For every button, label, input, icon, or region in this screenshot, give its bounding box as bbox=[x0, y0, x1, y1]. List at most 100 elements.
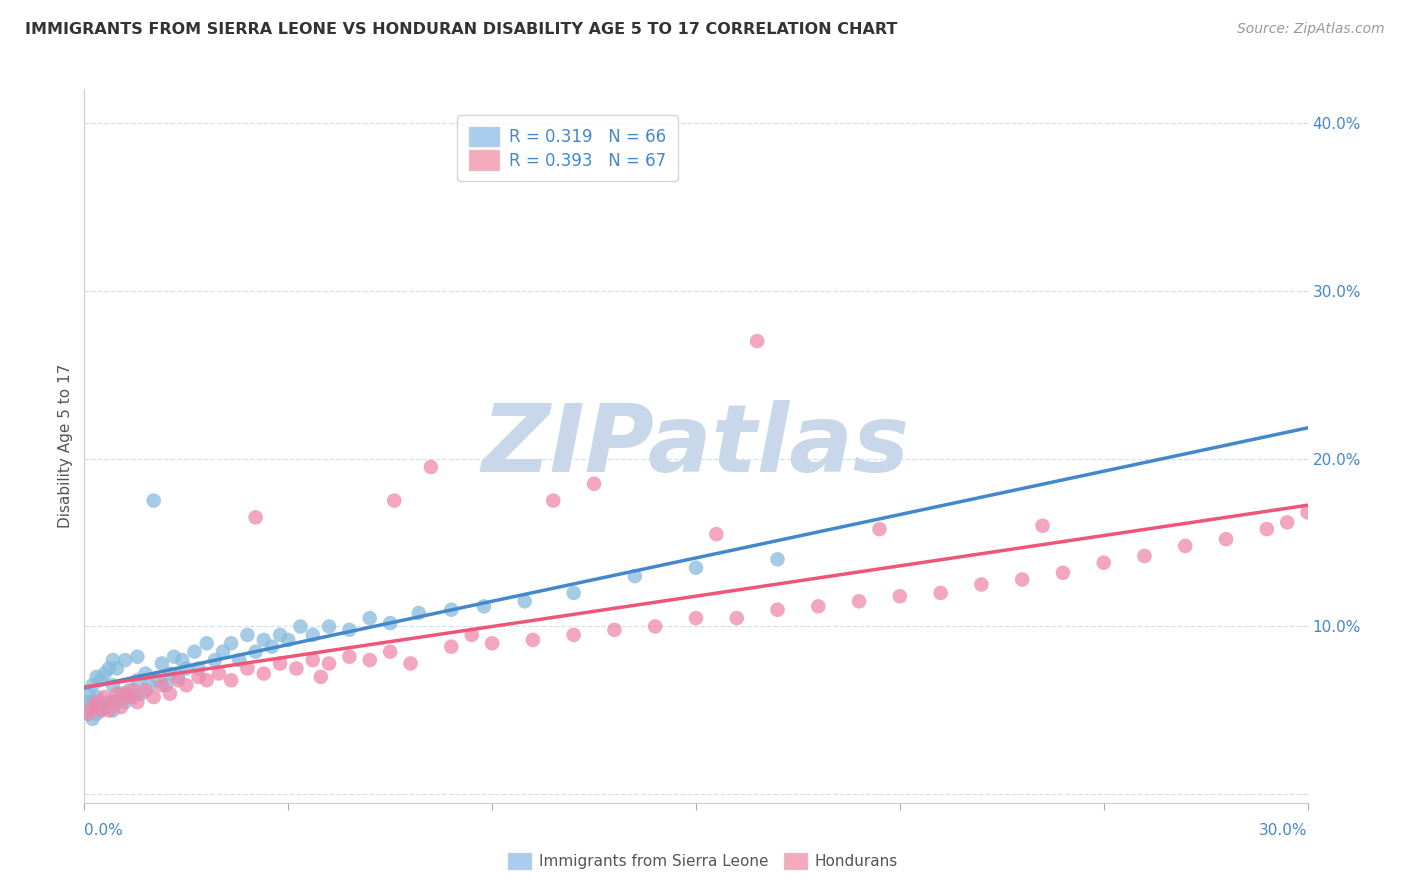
Point bbox=[82, 695, 104, 709]
Point bbox=[929, 586, 952, 600]
Point bbox=[219, 673, 242, 688]
Point bbox=[747, 334, 769, 348]
Point bbox=[1011, 573, 1033, 587]
Point bbox=[685, 611, 707, 625]
Point bbox=[187, 661, 209, 675]
Point bbox=[245, 645, 267, 659]
Point bbox=[1296, 505, 1319, 519]
Point bbox=[970, 577, 993, 591]
Point bbox=[110, 687, 132, 701]
Point bbox=[163, 649, 186, 664]
Point bbox=[101, 653, 124, 667]
Text: 30.0%: 30.0% bbox=[1260, 822, 1308, 838]
Point bbox=[97, 695, 120, 709]
Point bbox=[135, 683, 157, 698]
Point bbox=[114, 653, 136, 667]
Point bbox=[253, 632, 276, 647]
Point bbox=[127, 649, 149, 664]
Point bbox=[155, 678, 177, 692]
Point bbox=[359, 611, 381, 625]
Point bbox=[212, 645, 235, 659]
Point bbox=[889, 589, 911, 603]
Point bbox=[269, 657, 291, 671]
Point bbox=[127, 695, 149, 709]
Point bbox=[174, 661, 197, 675]
Point bbox=[105, 661, 128, 675]
Text: ZIPatlas: ZIPatlas bbox=[482, 400, 910, 492]
Point bbox=[110, 700, 132, 714]
Point bbox=[522, 632, 544, 647]
Point bbox=[236, 661, 259, 675]
Y-axis label: Disability Age 5 to 17: Disability Age 5 to 17 bbox=[58, 364, 73, 528]
Point bbox=[159, 666, 181, 681]
Point bbox=[260, 640, 283, 654]
Point bbox=[461, 628, 484, 642]
Point bbox=[142, 493, 165, 508]
Point bbox=[167, 673, 190, 688]
Point bbox=[318, 619, 340, 633]
Point bbox=[93, 700, 115, 714]
Point bbox=[118, 683, 141, 698]
Text: IMMIGRANTS FROM SIERRA LEONE VS HONDURAN DISABILITY AGE 5 TO 17 CORRELATION CHAR: IMMIGRANTS FROM SIERRA LEONE VS HONDURAN… bbox=[25, 22, 897, 37]
Point bbox=[122, 683, 145, 698]
Point bbox=[301, 653, 323, 667]
Point bbox=[1092, 556, 1115, 570]
Point bbox=[195, 673, 218, 688]
Point bbox=[562, 628, 585, 642]
Point bbox=[253, 666, 276, 681]
Point bbox=[290, 619, 312, 633]
Point bbox=[174, 678, 197, 692]
Point bbox=[685, 560, 707, 574]
Point bbox=[86, 706, 108, 721]
Point bbox=[86, 690, 108, 704]
Point bbox=[420, 460, 443, 475]
Point bbox=[848, 594, 870, 608]
Legend: Immigrants from Sierra Leone, Hondurans: Immigrants from Sierra Leone, Hondurans bbox=[502, 847, 904, 875]
Point bbox=[1277, 516, 1299, 530]
Point bbox=[105, 695, 128, 709]
Point bbox=[408, 606, 430, 620]
Point bbox=[122, 690, 145, 704]
Point bbox=[440, 640, 463, 654]
Point bbox=[1032, 518, 1054, 533]
Point bbox=[380, 616, 402, 631]
Point bbox=[807, 599, 830, 614]
Point bbox=[77, 706, 100, 721]
Point bbox=[382, 493, 405, 508]
Point bbox=[127, 673, 149, 688]
Point bbox=[1256, 522, 1278, 536]
Point bbox=[86, 695, 108, 709]
Point bbox=[172, 653, 194, 667]
Point bbox=[1052, 566, 1074, 580]
Legend: R = 0.319   N = 66, R = 0.393   N = 67: R = 0.319 N = 66, R = 0.393 N = 67 bbox=[457, 115, 678, 181]
Point bbox=[644, 619, 666, 633]
Point bbox=[1215, 532, 1237, 546]
Point bbox=[245, 510, 267, 524]
Point bbox=[399, 657, 422, 671]
Point bbox=[1174, 539, 1197, 553]
Point bbox=[339, 623, 361, 637]
Point bbox=[513, 594, 536, 608]
Point bbox=[228, 653, 250, 667]
Point bbox=[706, 527, 728, 541]
Text: 0.0%: 0.0% bbox=[84, 822, 124, 838]
Point bbox=[359, 653, 381, 667]
Point bbox=[624, 569, 647, 583]
Point bbox=[562, 586, 585, 600]
Point bbox=[135, 666, 157, 681]
Point bbox=[543, 493, 565, 508]
Point bbox=[93, 690, 115, 704]
Point bbox=[105, 687, 128, 701]
Point bbox=[82, 678, 104, 692]
Point bbox=[82, 700, 104, 714]
Point bbox=[219, 636, 242, 650]
Point bbox=[142, 690, 165, 704]
Point bbox=[77, 695, 100, 709]
Point bbox=[101, 695, 124, 709]
Point bbox=[318, 657, 340, 671]
Point bbox=[1133, 549, 1156, 563]
Point bbox=[77, 703, 100, 717]
Point bbox=[82, 712, 104, 726]
Point bbox=[583, 476, 606, 491]
Point bbox=[187, 670, 209, 684]
